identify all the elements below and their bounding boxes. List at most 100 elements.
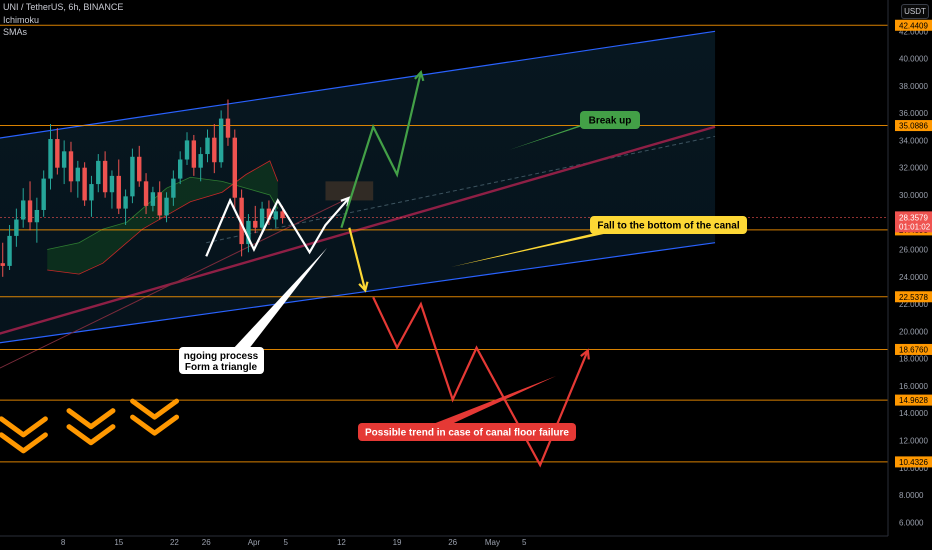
break-up-path-green-arrowhead bbox=[414, 69, 425, 82]
y-tick-label: 36.0000 bbox=[899, 109, 928, 118]
callouts-layer: Break up Fall to the bottom of the canal P… bbox=[179, 111, 747, 441]
candle-body bbox=[266, 208, 272, 220]
y-tick-label: 22.0000 bbox=[899, 300, 928, 309]
fall-callout-text: Fall to the bottom of the canal bbox=[597, 221, 739, 232]
candle-body bbox=[191, 140, 197, 168]
x-tick-label: 12 bbox=[337, 538, 346, 547]
channel-lower-line bbox=[0, 242, 716, 344]
candle-body bbox=[177, 159, 183, 179]
ichimoku-span-a bbox=[47, 176, 279, 250]
candle-body bbox=[198, 154, 203, 168]
level-price-tag bbox=[895, 394, 932, 406]
y-tick-label: 42.0000 bbox=[899, 27, 928, 36]
candle-body bbox=[55, 139, 60, 168]
level-price-tag-text: 18.6760 bbox=[899, 345, 928, 354]
candle-body bbox=[96, 160, 101, 185]
current-price-tag bbox=[895, 211, 932, 233]
channel-upper-line bbox=[0, 30, 716, 139]
failure-path-red bbox=[372, 296, 589, 468]
candle-body bbox=[184, 140, 190, 160]
candle-body bbox=[123, 196, 128, 209]
process-callout-pointer bbox=[232, 248, 327, 350]
level-price-tag-text: 10.4326 bbox=[899, 458, 928, 467]
candle-body bbox=[48, 139, 53, 179]
candle-body bbox=[61, 151, 67, 168]
x-tick-label: 15 bbox=[114, 538, 123, 547]
channel-mid-line bbox=[206, 135, 716, 244]
projection-paths-layer bbox=[205, 69, 590, 468]
channel-layer bbox=[0, 30, 716, 369]
y-tick-label: 14.0000 bbox=[899, 409, 928, 418]
candle-body bbox=[14, 219, 19, 236]
x-tick-label: 22 bbox=[170, 538, 179, 547]
ichimoku-future-cloud bbox=[325, 181, 374, 201]
candle-body bbox=[171, 178, 176, 198]
red-trend-line bbox=[0, 125, 716, 335]
level-price-tag bbox=[895, 291, 932, 303]
level-price-tag-text: 14.9628 bbox=[899, 396, 928, 405]
candle-body bbox=[273, 211, 278, 220]
y-tick-label: 20.0000 bbox=[899, 327, 928, 336]
chevron-down-icon bbox=[0, 416, 48, 438]
fall-callout-box bbox=[590, 216, 747, 234]
candle-body bbox=[41, 178, 46, 210]
failure-callout-pointer bbox=[412, 376, 556, 432]
candle-body bbox=[7, 235, 12, 266]
y-tick-label: 24.0000 bbox=[899, 273, 928, 282]
failure-callout-text: Possible trend in case of canal floor fa… bbox=[365, 428, 569, 439]
candle-body bbox=[246, 220, 251, 245]
y-tick-label: 26.0000 bbox=[899, 246, 928, 255]
candle-body bbox=[232, 137, 237, 198]
candle-body bbox=[164, 197, 169, 216]
process-path-white bbox=[205, 196, 351, 257]
x-tick-label: 26 bbox=[202, 538, 211, 547]
candle-body bbox=[116, 175, 121, 209]
break-up-callout-pointer bbox=[509, 120, 601, 150]
y-tick-label: 6.0000 bbox=[899, 518, 924, 527]
candle-body bbox=[212, 137, 217, 163]
chevron-down-icon bbox=[130, 414, 180, 436]
sma-long-line bbox=[0, 197, 350, 369]
candle-body bbox=[130, 156, 135, 197]
fall-callout-pointer bbox=[451, 225, 645, 267]
currency-button[interactable]: USDT bbox=[901, 4, 929, 19]
fall-path-yellow bbox=[348, 227, 367, 291]
candle-body bbox=[218, 118, 224, 163]
candle-body bbox=[239, 197, 244, 245]
indicator-smas-label[interactable]: SMAs bbox=[3, 27, 28, 37]
x-tick-label: 5 bbox=[522, 538, 527, 547]
x-tick-label: 19 bbox=[393, 538, 402, 547]
y-tick-label: 30.0000 bbox=[899, 191, 928, 200]
candle-body bbox=[205, 137, 210, 155]
level-price-tag-text: 42.4409 bbox=[899, 21, 928, 30]
level-price-tag bbox=[895, 343, 932, 355]
y-tick-label: 34.0000 bbox=[899, 136, 928, 145]
x-tick-label: 8 bbox=[61, 538, 66, 547]
time-axis-background bbox=[0, 536, 932, 550]
y-tick-label: 32.0000 bbox=[899, 164, 928, 173]
candle-body bbox=[225, 118, 231, 138]
indicator-ichimoku-label[interactable]: Ichimoku bbox=[3, 15, 40, 25]
break-up-callout-box bbox=[580, 111, 640, 129]
y-tick-label: 12.0000 bbox=[899, 437, 928, 446]
x-tick-label: 26 bbox=[448, 538, 457, 547]
level-price-tag-text: 22.5378 bbox=[899, 293, 928, 302]
countdown-text: 01:01:02 bbox=[899, 222, 931, 231]
chevron-down-icon bbox=[130, 398, 180, 420]
candle-body bbox=[27, 200, 33, 223]
y-tick-label: 38.0000 bbox=[899, 82, 928, 91]
chevron-down-icon bbox=[66, 408, 116, 430]
candle-body bbox=[102, 160, 108, 193]
candle-body bbox=[0, 263, 5, 266]
chevron-down-icon bbox=[66, 424, 116, 446]
candle-body bbox=[137, 156, 142, 182]
fall-path-yellow-arrowhead bbox=[358, 281, 369, 293]
y-tick-label: 18.0000 bbox=[899, 355, 928, 364]
candle-body bbox=[34, 209, 40, 223]
y-tick-label: 40.0000 bbox=[899, 55, 928, 64]
candle-body bbox=[280, 211, 285, 219]
candle-body bbox=[150, 192, 156, 206]
process-callout-text-line2: Form a triangle bbox=[185, 362, 258, 373]
